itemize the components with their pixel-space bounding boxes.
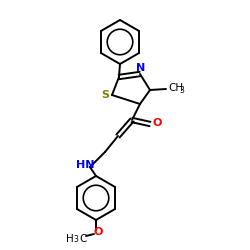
Text: C: C [79,234,87,244]
Text: O: O [152,118,162,128]
Text: 3: 3 [180,86,184,95]
Text: HN: HN [76,160,94,170]
Text: CH: CH [168,83,183,93]
Text: S: S [101,90,109,100]
Text: H: H [66,234,74,244]
Text: O: O [93,227,103,237]
Text: N: N [136,63,145,73]
Text: 3: 3 [73,234,78,244]
